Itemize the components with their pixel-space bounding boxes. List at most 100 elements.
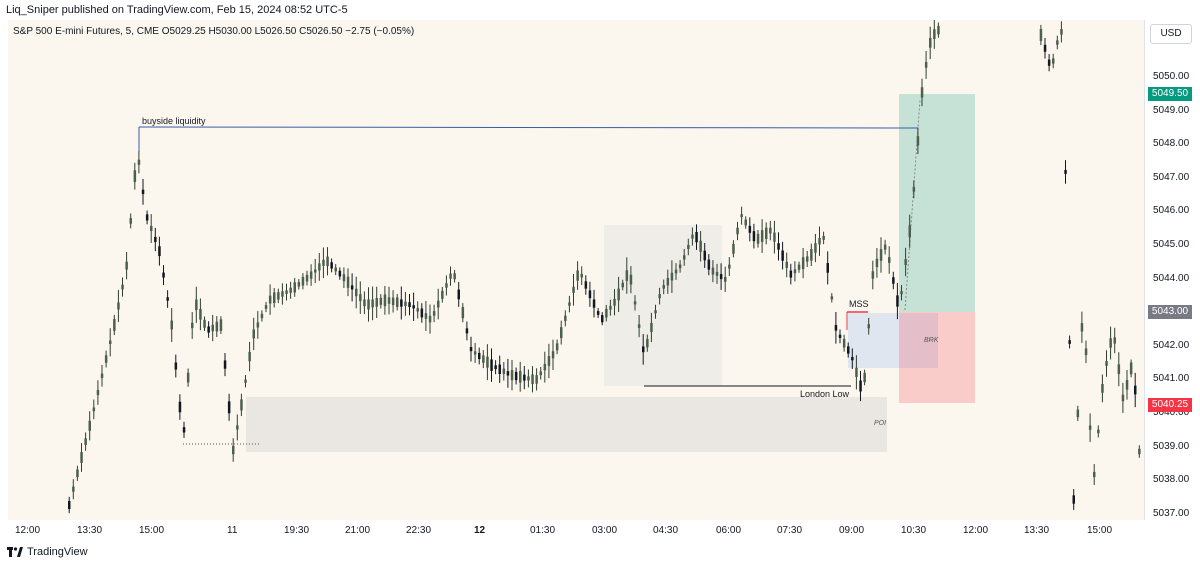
candle-body: [1072, 495, 1075, 504]
candle-body: [150, 225, 153, 232]
candle-body: [441, 290, 444, 299]
candle-body: [678, 264, 682, 269]
candle-body: [170, 320, 173, 330]
price-label: 5047.00: [1153, 171, 1190, 183]
price-label: 5041.00: [1153, 373, 1190, 385]
candle-body: [293, 282, 296, 293]
price-badge: 5049.50: [1148, 86, 1192, 101]
candle-body: [801, 257, 805, 270]
candle-body: [752, 231, 756, 242]
price-label: 5048.00: [1153, 138, 1190, 150]
candle-body: [715, 271, 719, 276]
candle-body: [494, 365, 497, 370]
candle-body: [400, 299, 403, 307]
currency-selector[interactable]: USD: [1150, 24, 1192, 44]
candle-body: [428, 315, 432, 323]
time-label: 15:00: [1087, 525, 1113, 536]
time-label: 13:30: [1024, 525, 1050, 536]
candle-body: [461, 307, 465, 319]
consolidation-box: [604, 225, 722, 386]
time-label: 11: [227, 525, 238, 536]
candle-body: [646, 338, 649, 348]
candle-body: [814, 243, 817, 253]
candle-body: [847, 346, 850, 354]
candle-body: [72, 486, 75, 492]
candle-body: [1093, 471, 1096, 478]
price-label: 5049.00: [1153, 104, 1190, 116]
candle-body: [896, 295, 899, 307]
candle-body: [629, 274, 633, 285]
candle-body: [125, 261, 128, 270]
price-label: 5037.00: [1153, 507, 1190, 519]
time-label: 15:00: [139, 525, 165, 536]
tradingview-logo-icon: [7, 547, 23, 557]
candle-body: [412, 305, 415, 309]
candle-body: [1101, 384, 1104, 393]
candle-body: [498, 364, 501, 375]
candle-body: [637, 324, 641, 328]
candle-body: [174, 362, 178, 370]
london-low-label: London Low: [800, 389, 850, 399]
candle-body: [1105, 361, 1108, 366]
candle-body: [186, 372, 190, 383]
candle-body: [908, 225, 911, 238]
chart-plot-area[interactable]: [8, 20, 1144, 520]
candle-body: [289, 287, 292, 293]
candle-body: [531, 374, 534, 385]
candle-body: [326, 256, 329, 267]
candle-body: [642, 346, 645, 353]
candle-body: [601, 315, 604, 323]
candle-body: [322, 259, 325, 266]
candle-body: [1084, 348, 1088, 356]
candle-body: [810, 249, 813, 261]
price-axis[interactable]: [1144, 20, 1200, 520]
candle-body: [191, 322, 194, 329]
candle-body: [416, 308, 419, 312]
candle-body: [1076, 409, 1080, 418]
buyside-liquidity-line: [138, 126, 919, 129]
symbol-legend: S&P 500 E-mini Futures, 5, CME O5029.25 …: [13, 26, 415, 37]
candle-body: [543, 363, 547, 371]
candle-body: [1138, 448, 1141, 455]
candle-body: [924, 62, 928, 68]
candle-body: [268, 295, 272, 304]
stop-zone: [899, 312, 975, 403]
price-label: 5046.00: [1153, 205, 1190, 217]
candle-body: [777, 243, 780, 250]
candle-body: [207, 326, 210, 333]
footer-bar: [0, 542, 1200, 565]
candle-body: [822, 236, 825, 240]
candle-body: [605, 308, 608, 318]
candle-body: [318, 263, 321, 271]
candle-body: [555, 343, 559, 351]
time-label: 10:30: [901, 525, 927, 536]
candle-body: [519, 370, 522, 383]
price-badge: 5040.25: [1148, 397, 1192, 412]
candle-body: [539, 371, 542, 376]
candle-body: [765, 227, 768, 240]
tradingview-brand[interactable]: TradingView: [7, 546, 88, 558]
candle-body: [510, 370, 514, 381]
candle-body: [773, 232, 776, 242]
candle-body: [109, 340, 112, 344]
candle-body: [818, 237, 821, 245]
candle-body: [195, 299, 198, 311]
fvg-box: [848, 313, 938, 368]
price-label: 5042.00: [1153, 339, 1190, 351]
candle-body: [621, 282, 624, 288]
candle-body: [855, 367, 858, 377]
candle-body: [744, 219, 747, 226]
candle-body: [80, 452, 83, 463]
price-label: 5038.00: [1153, 474, 1190, 486]
candle-body: [145, 214, 149, 221]
time-label: 04:30: [653, 525, 679, 536]
candle-body: [834, 324, 838, 331]
candle-body: [432, 311, 436, 316]
candle-body: [236, 425, 239, 430]
candle-body: [387, 297, 391, 304]
candle-body: [223, 360, 227, 369]
candle-body: [166, 297, 169, 301]
poi-zone: [246, 397, 887, 452]
time-axis[interactable]: [0, 520, 1144, 542]
candle-body: [260, 313, 264, 319]
